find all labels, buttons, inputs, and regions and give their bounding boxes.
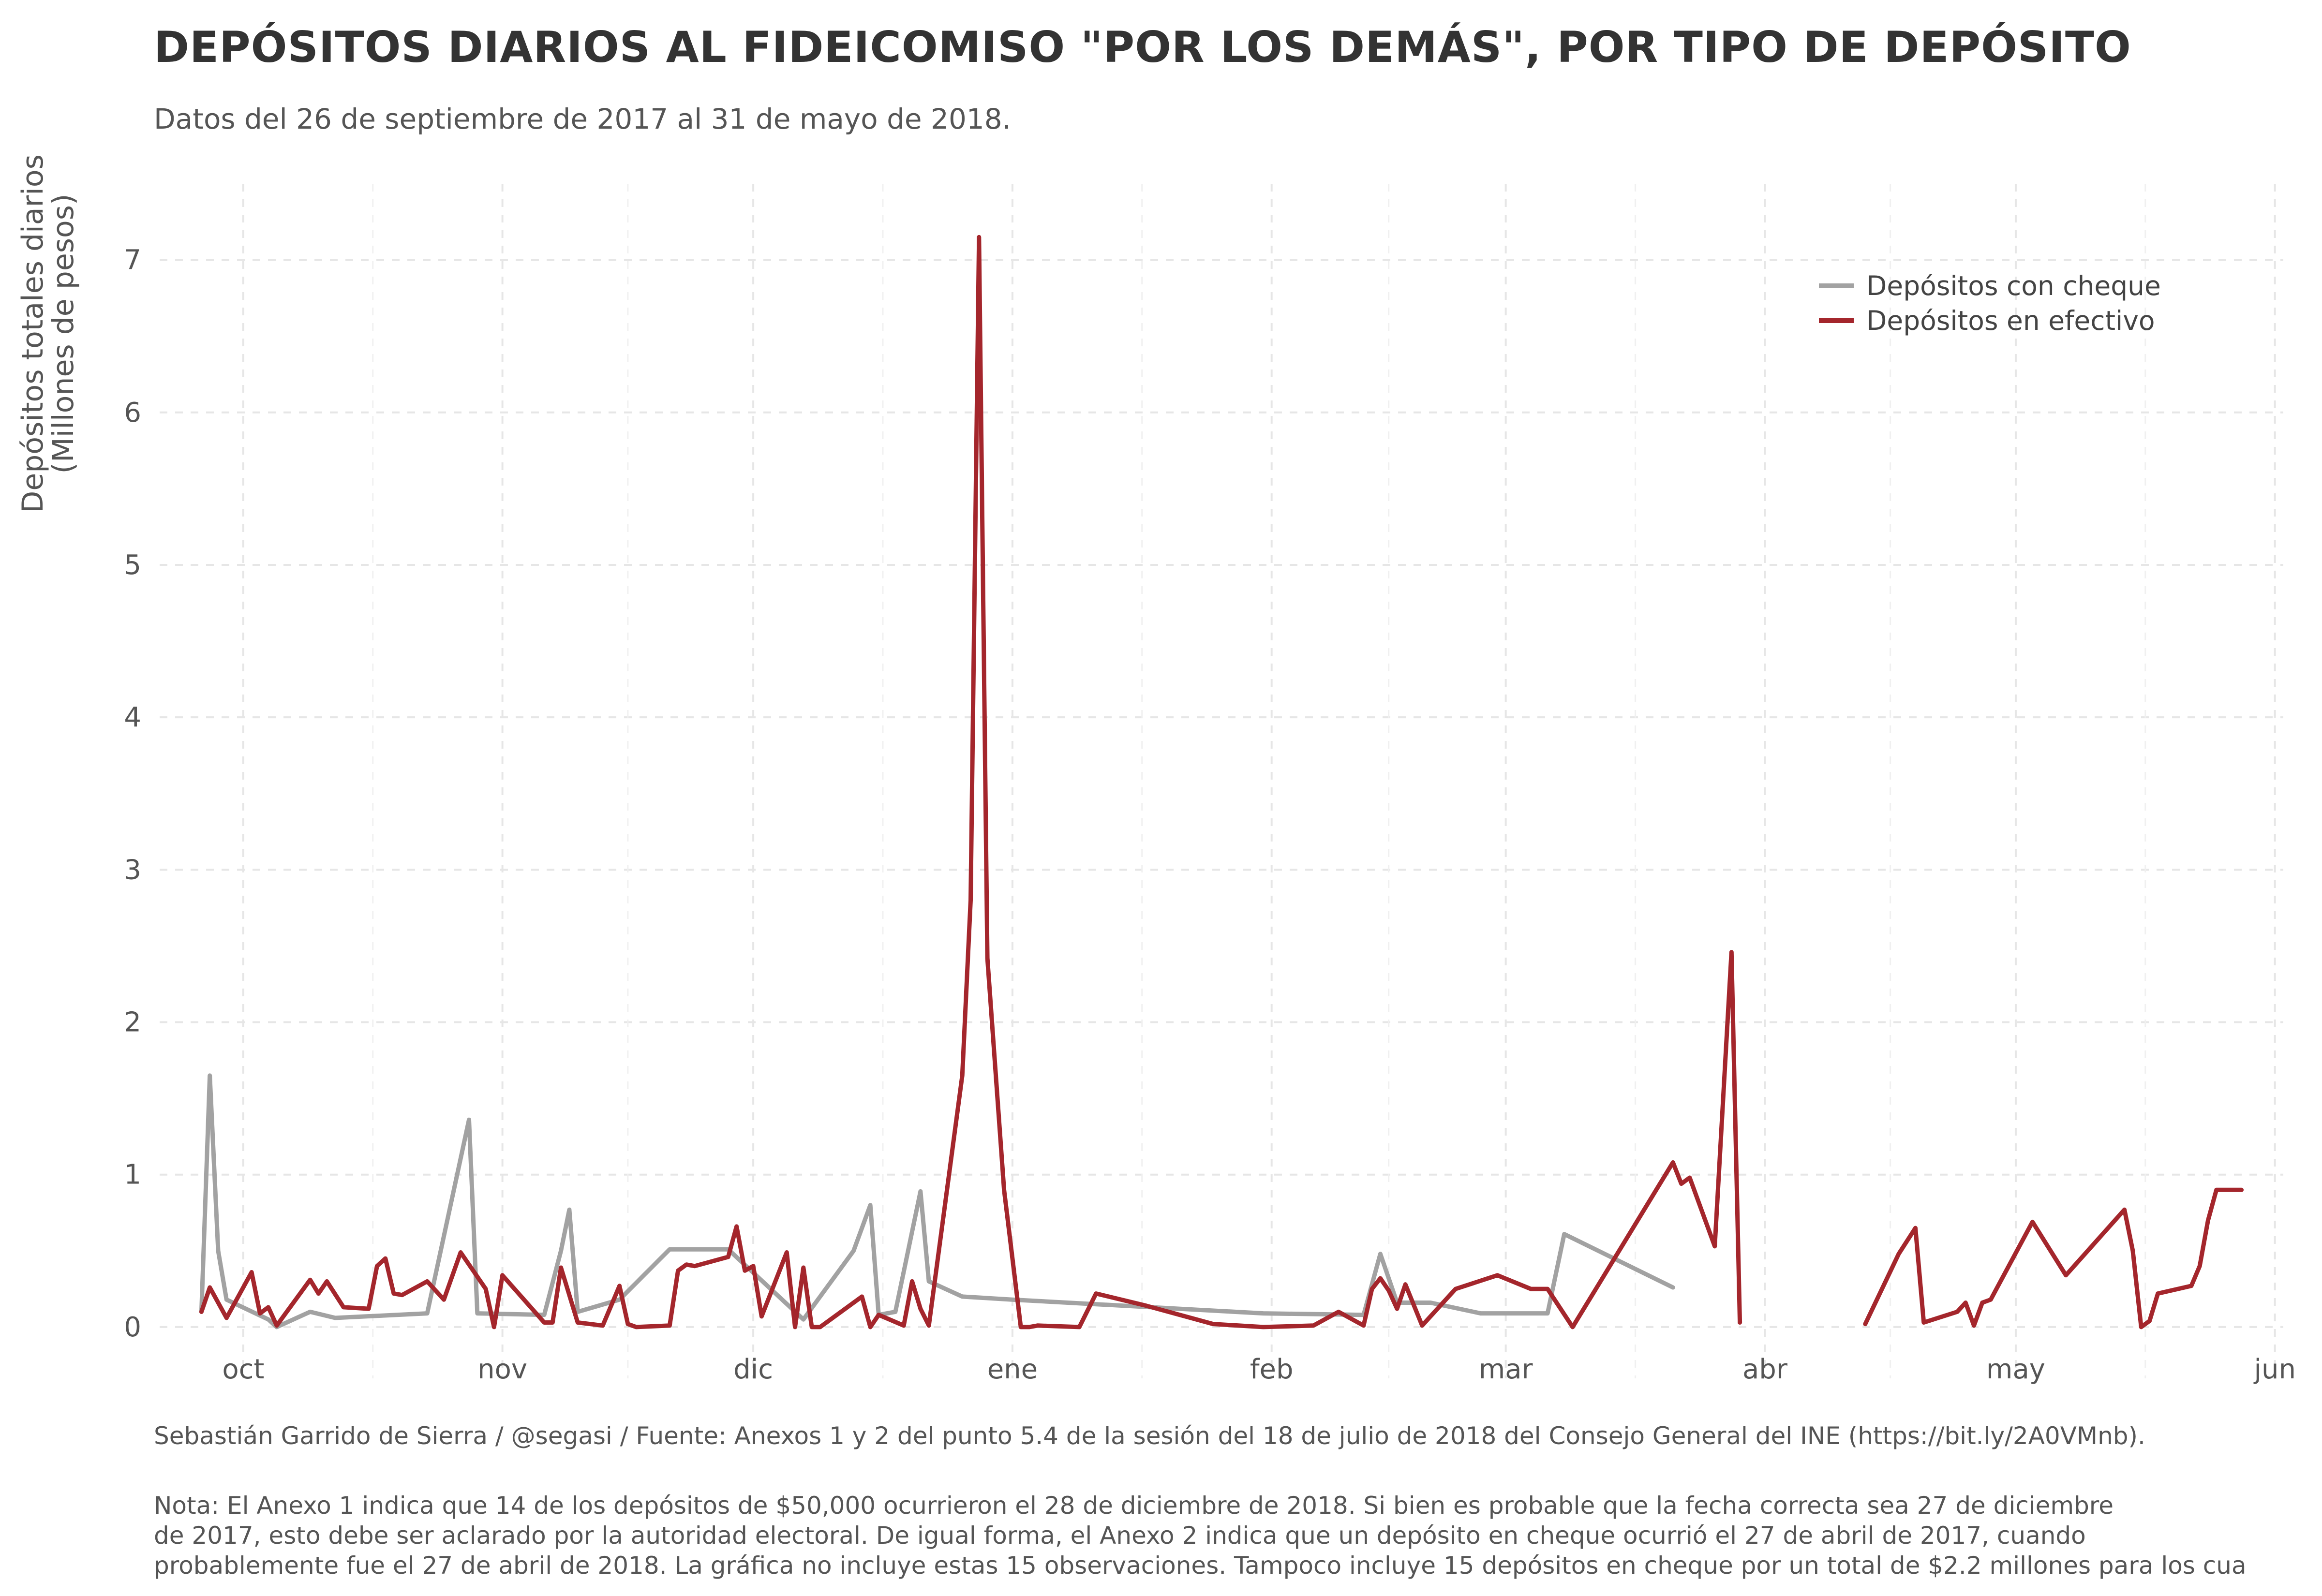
legend-item-cheque: Depósitos con cheque	[1819, 268, 2161, 303]
legend-swatch-efectivo	[1819, 318, 1854, 323]
series-line-efectivo	[1863, 1187, 2244, 1330]
legend-swatch-cheque	[1819, 283, 1854, 288]
x-tick-label: ene	[987, 1354, 1038, 1385]
x-tick-label: mar	[1479, 1354, 1533, 1385]
y-tick-label: 3	[124, 854, 141, 886]
legend-label-cheque: Depósitos con cheque	[1866, 270, 2161, 301]
y-tick-label: 0	[124, 1312, 141, 1343]
y-tick-label: 6	[124, 397, 141, 429]
x-tick-label: jun	[2253, 1354, 2296, 1385]
legend-label-efectivo: Depósitos en efectivo	[1866, 305, 2155, 336]
legend: Depósitos con cheque Depósitos en efecti…	[1819, 268, 2161, 338]
series-line-efectivo	[199, 235, 1742, 1330]
y-tick-label: 5	[124, 549, 141, 581]
x-tick-label: abr	[1742, 1354, 1788, 1385]
note-line-3: probablemente fue el 27 de abril de 2018…	[154, 1552, 2247, 1580]
note: Nota: El Anexo 1 indica que 14 de los de…	[154, 1491, 2322, 1581]
x-tick-label: oct	[222, 1354, 264, 1385]
x-tick-label: dic	[733, 1354, 773, 1385]
x-tick-label: nov	[477, 1354, 527, 1385]
x-tick-label: may	[1986, 1354, 2045, 1385]
note-line-2: de 2017, esto debe ser aclarado por la a…	[154, 1522, 2086, 1550]
y-tick-label: 2	[124, 1007, 141, 1038]
chart-subtitle: Datos del 26 de septiembre de 2017 al 31…	[154, 103, 1012, 135]
y-tick-label: 1	[124, 1159, 141, 1191]
y-tick-label: 7	[124, 245, 141, 276]
line-chart: 0 1 2 3 4 5 6 7 oct nov dic ene feb mar abr may jun	[124, 184, 2296, 1385]
y-tick-label: 4	[124, 702, 141, 733]
note-line-1: Nota: El Anexo 1 indica que 14 de los de…	[154, 1492, 2114, 1520]
legend-item-efectivo: Depósitos en efectivo	[1819, 303, 2161, 338]
chart-title: DEPÓSITOS DIARIOS AL FIDEICOMISO "POR LO…	[154, 22, 2131, 72]
source-caption: Sebastián Garrido de Sierra / @segasi / …	[154, 1422, 2145, 1450]
x-tick-label: feb	[1250, 1354, 1294, 1385]
series-line-cheque	[199, 1073, 1675, 1330]
